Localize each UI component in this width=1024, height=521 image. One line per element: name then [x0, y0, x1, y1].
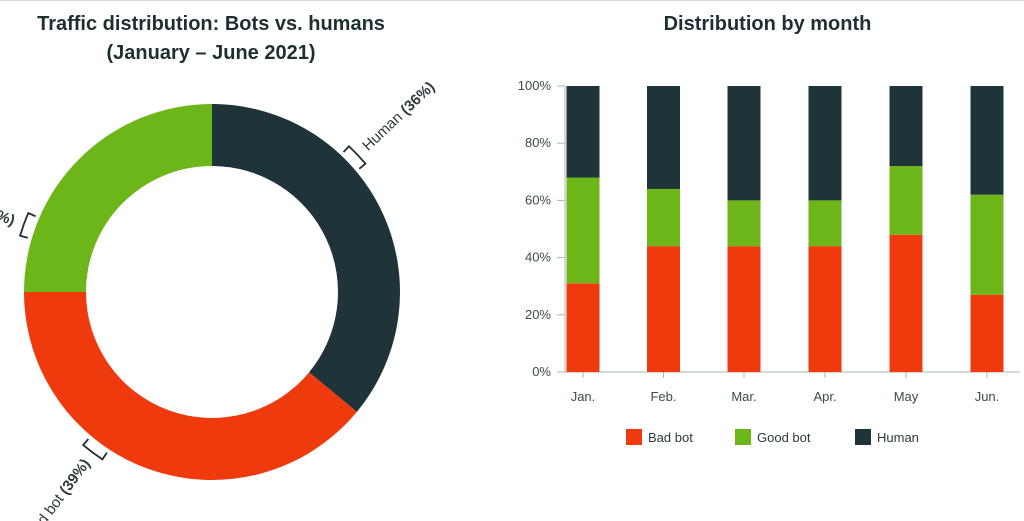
donut-label-bracket-bad-bot [81, 438, 108, 461]
bar-segment-good-bot [889, 166, 923, 235]
donut-label-bracket-good-bot [18, 211, 36, 239]
bar-segment-good-bot [808, 200, 842, 247]
donut-label-pct: (36%) [397, 79, 438, 119]
bar-segment-human [566, 86, 600, 178]
legend-item-human: Human [855, 429, 919, 445]
bar-segment-human [647, 86, 680, 189]
bar-segment-good-bot [566, 177, 600, 284]
y-tick-label: 100% [518, 78, 552, 93]
bar-segment-human [970, 86, 1004, 195]
legend-item-bad-bot: Bad bot [626, 429, 693, 445]
bar-segment-bad-bot [889, 234, 923, 372]
donut-label-bracket-human [342, 144, 367, 170]
donut-chart: Human (36%) Bad bot (39%) Good bot (25%) [0, 79, 438, 521]
y-tick-label: 80% [525, 135, 551, 150]
bar-segment-bad-bot [808, 246, 842, 372]
legend-label: Human [877, 430, 919, 445]
bar-segment-bad-bot [647, 246, 680, 372]
donut-label-pct: (25%) [0, 200, 17, 230]
bar-segment-bad-bot [727, 246, 761, 372]
stacked-bar-chart: 0% 20% 40% 60% 80% 100% Jan. Feb. Mar. Apr. May Jun… [518, 78, 1020, 445]
y-tick-label: 40% [525, 250, 551, 265]
x-tick-label: Apr. [813, 389, 836, 404]
top-divider [0, 0, 1024, 1]
x-tick-label: Jun. [975, 389, 1000, 404]
donut-label-good-bot: Good bot (25%) [0, 177, 17, 229]
x-tick-label: Feb. [650, 389, 676, 404]
bar-segment-bad-bot [970, 294, 1004, 372]
donut-label-pct: (39%) [56, 456, 94, 498]
y-tick-label: 20% [525, 307, 551, 322]
donut-slice-human [212, 104, 400, 412]
legend-item-good-bot: Good bot [735, 429, 811, 445]
legend-swatch [626, 429, 642, 445]
legend-label: Good bot [757, 430, 811, 445]
bar-segment-good-bot [647, 188, 680, 247]
y-tick-label: 0% [532, 364, 551, 379]
bar-segment-human [889, 86, 923, 167]
bar-segment-bad-bot [566, 283, 600, 372]
legend-swatch [735, 429, 751, 445]
donut-slice-good-bot [24, 104, 212, 292]
x-tick-label: Jan. [571, 389, 596, 404]
donut-title-line2: (January – June 2021) [106, 42, 316, 64]
donut-chart-title: Traffic distribution: Bots vs. humans (J… [12, 10, 410, 68]
x-tick-label: Mar. [731, 389, 756, 404]
donut-label-bad-bot: Bad bot (39%) [23, 456, 94, 521]
legend-swatch [855, 429, 871, 445]
bar-segment-good-bot [727, 200, 761, 247]
donut-label-name: Human [359, 106, 409, 154]
legend-label: Bad bot [648, 430, 693, 445]
donut-label-human: Human (36%) [359, 79, 438, 155]
bar-segment-human [727, 86, 761, 201]
bar-segment-human [808, 86, 842, 201]
bar-chart-title: Distribution by month [663, 13, 872, 35]
y-tick-label: 60% [525, 192, 551, 207]
donut-slice-bad-bot [24, 292, 357, 480]
bar-segment-good-bot [970, 194, 1004, 295]
x-tick-label: May [894, 389, 919, 404]
donut-title-line1: Traffic distribution: Bots vs. humans [37, 13, 385, 35]
